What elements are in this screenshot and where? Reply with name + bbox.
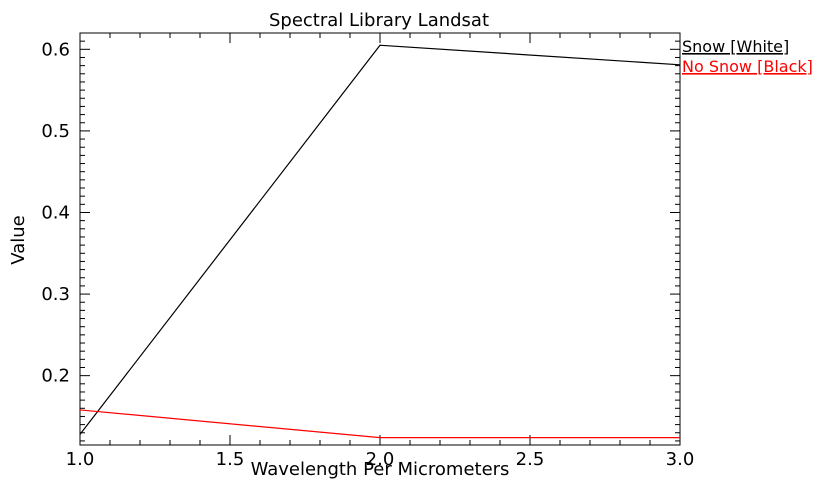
chart-title: Spectral Library Landsat bbox=[269, 10, 489, 31]
y-tick-label: 0.4 bbox=[41, 202, 70, 223]
y-tick-label: 0.6 bbox=[41, 39, 70, 60]
x-axis-ticks: 1.0 1.5 2.0 2.5 3.0 bbox=[66, 33, 695, 470]
plot-frame bbox=[79, 32, 681, 446]
x-tick-label: 1.5 bbox=[216, 449, 245, 470]
y-tick-label: 0.2 bbox=[41, 366, 70, 387]
y-axis-ticks: 0.2 0.3 0.4 0.5 0.6 bbox=[41, 32, 680, 442]
y-axis-label: Value bbox=[8, 215, 29, 264]
legend-entry-1: Snow [White] bbox=[682, 37, 789, 56]
x-axis-label: Wavelength Per Micrometers bbox=[251, 459, 510, 479]
legend-entry-2: No Snow [Black] bbox=[682, 57, 813, 76]
series-line-1 bbox=[79, 44, 681, 435]
legend: Snow [White]No Snow [Black] bbox=[682, 37, 813, 76]
x-tick-label: 3.0 bbox=[666, 449, 695, 470]
x-tick-label: 1.0 bbox=[66, 449, 95, 470]
series-lines bbox=[79, 44, 681, 439]
y-tick-label: 0.5 bbox=[41, 121, 70, 142]
x-tick-label: 2.0 bbox=[366, 449, 395, 470]
x-tick-label: 2.5 bbox=[516, 449, 545, 470]
series-line-2 bbox=[79, 409, 680, 439]
y-tick-label: 0.3 bbox=[41, 284, 70, 305]
